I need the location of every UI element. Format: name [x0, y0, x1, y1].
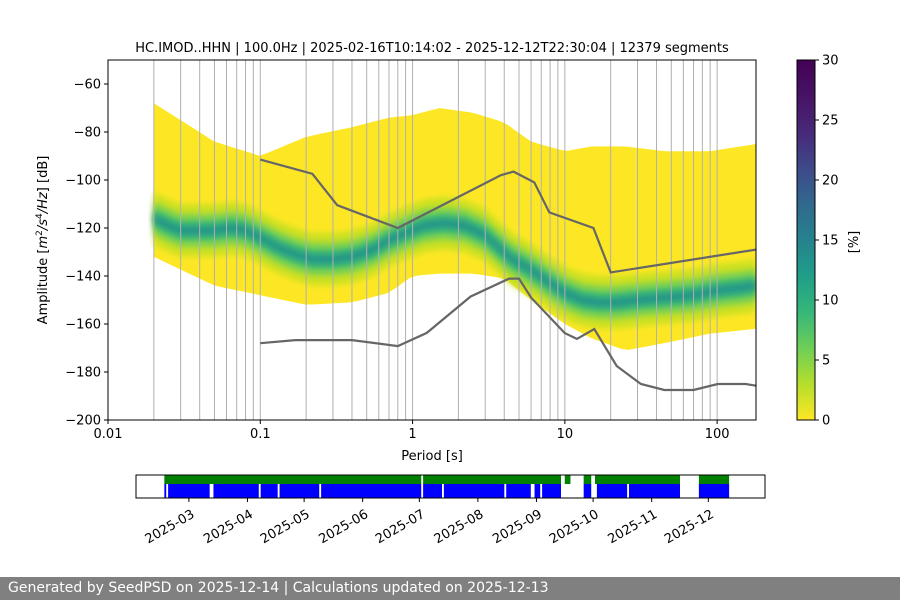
psd-density-band [153, 208, 756, 312]
psd-density-band [153, 214, 756, 307]
colorbar-tick-label: 0 [822, 414, 830, 429]
colorbar-label: [%] [847, 231, 862, 254]
date-tick-label: 2025-12 [662, 507, 717, 547]
x-tick-label: 0.01 [94, 427, 123, 442]
data-availability-segment [164, 475, 422, 484]
y-tick-label: −60 [74, 78, 101, 93]
psd-availability-segment [168, 484, 210, 498]
y-axis-label: Amplitude [m2/s4/Hz] [dB] [35, 156, 51, 325]
psd-availability-segment [321, 484, 422, 498]
x-axis-label: Period [s] [401, 449, 463, 464]
date-tick-label: 2025-09 [490, 507, 545, 547]
psd-availability-segment [164, 484, 167, 498]
colorbar-tick-label: 20 [822, 174, 839, 189]
x-tick-label: 10 [557, 427, 574, 442]
colorbar-tick-label: 5 [822, 354, 830, 369]
x-tick-label: 100 [705, 427, 730, 442]
psd-availability-segment [423, 484, 442, 498]
y-tick-label: −120 [65, 222, 101, 237]
date-tick-label: 2025-05 [258, 507, 313, 547]
psd-availability-segment [506, 484, 531, 498]
psd-density-heatmap [153, 103, 756, 350]
psd-availability-segment [213, 484, 259, 498]
date-tick-label: 2025-04 [201, 507, 256, 547]
noise-model-curves [260, 158, 756, 392]
colorbar-tick-label: 25 [822, 114, 839, 129]
psd-availability-segment [534, 484, 541, 498]
data-availability-bars [164, 475, 730, 484]
psd-availability-bars [164, 484, 730, 498]
data-availability-segment [595, 475, 680, 484]
colorbar-gradient [796, 59, 816, 421]
psd-availability-segment [443, 484, 505, 498]
psd-availability-segment [698, 484, 730, 498]
psd-availability-segment [542, 484, 561, 498]
y-tick-label: −200 [65, 414, 101, 429]
data-availability-segment [583, 475, 592, 484]
date-tick-label: 2025-03 [143, 507, 198, 547]
data-availability-segment [564, 475, 571, 484]
date-tick-label: 2025-10 [547, 507, 602, 547]
colorbar-tick-label: 30 [822, 54, 839, 69]
date-tick-label: 2025-06 [317, 507, 372, 547]
x-tick-label: 1 [408, 427, 416, 442]
date-tick-label: 2025-11 [606, 507, 661, 547]
psd-availability-segment [629, 484, 680, 498]
colorbar-tick-label: 10 [822, 294, 839, 309]
period-gridlines [153, 60, 718, 420]
y-tick-label: −160 [65, 318, 101, 333]
nhnm-curve [260, 158, 756, 274]
colorbar-tick-label: 15 [822, 234, 839, 249]
date-tick-label: 2025-07 [373, 507, 428, 547]
psd-availability-segment [583, 484, 592, 498]
date-tick-label: 2025-08 [432, 507, 487, 547]
y-tick-label: −140 [65, 270, 101, 285]
y-tick-label: −100 [65, 174, 101, 189]
y-axis-ticks: −60 −80 −100 −120 −140 −160 −180 −200 [65, 78, 108, 429]
x-tick-label: 0.1 [250, 427, 271, 442]
psd-density-band [153, 201, 756, 320]
colorbar: 0 5 10 15 20 25 30 [%] [796, 54, 862, 429]
data-availability-segment [423, 475, 561, 484]
availability-panel: 2025-03 2025-04 2025-05 2025-06 2025-07 2025-… [135, 474, 766, 547]
chart-title: HC.IMOD..HHN | 100.0Hz | 2025-02-16T10:1… [135, 41, 729, 56]
nlnm-curve [260, 277, 756, 392]
psd-availability-segment [596, 484, 628, 498]
y-tick-label: −80 [74, 126, 101, 141]
y-tick-label: −180 [65, 366, 101, 381]
footer-banner: Generated by SeedPSD on 2025-12-14 | Cal… [0, 577, 900, 600]
colorbar-ticks: 0 5 10 15 20 25 30 [815, 54, 839, 429]
availability-date-ticks: 2025-03 2025-04 2025-05 2025-06 2025-07 2025-… [143, 498, 717, 547]
psd-availability-segment [279, 484, 320, 498]
psd-plot: 0.01 0.1 1 10 100 −60 −80 −100 −120 −140 −160 −180… [35, 59, 757, 464]
availability-frame [135, 474, 766, 499]
plot-frame [107, 59, 757, 421]
data-availability-segment [698, 475, 730, 484]
psd-availability-segment [260, 484, 278, 498]
x-axis-ticks: 0.01 0.1 1 10 100 [94, 420, 730, 442]
